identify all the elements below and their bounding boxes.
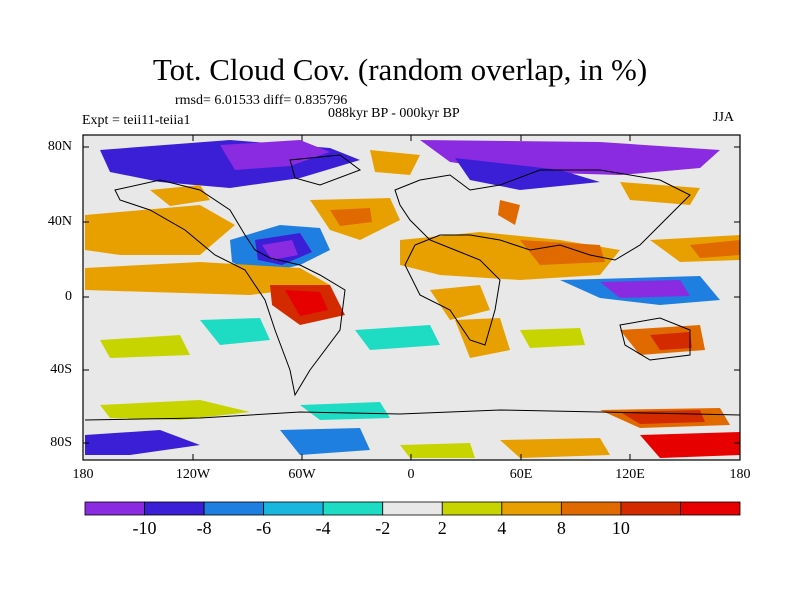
colorbar-swatch [501, 501, 562, 516]
colorbar-label: 4 [497, 518, 507, 538]
colorbar-swatch [84, 501, 145, 516]
map-title: Tot. Cloud Cov. (random overlap, in %) [152, 52, 648, 87]
lat-label-80s: 80S [50, 435, 72, 450]
lon-label-120w: 120W [175, 467, 211, 482]
colorbar-label: 2 [437, 518, 447, 538]
lon-label-180w: 180 [72, 467, 94, 482]
colorbar-label: -8 [196, 518, 212, 538]
lat-label-40s: 40S [50, 362, 72, 377]
colorbar-swatch [144, 501, 205, 516]
lat-label-80n: 80N [47, 139, 72, 154]
colorbar-swatch [620, 501, 681, 516]
colorbar-swatch [382, 501, 443, 516]
colorbar [84, 501, 741, 516]
lat-label-0: 0 [65, 289, 72, 304]
season-label: JJA [713, 110, 735, 125]
colorbar-label: -4 [315, 518, 331, 538]
colorbar-swatch [680, 501, 741, 516]
lat-ticks [83, 146, 740, 444]
colorbar-swatch [560, 501, 622, 516]
colorbar-swatch [263, 501, 324, 516]
lon-label-60w: 60W [288, 467, 316, 482]
colorbar-swatch [203, 501, 265, 516]
colorbar-label: 10 [611, 518, 630, 538]
lon-label-0: 0 [407, 467, 415, 482]
colorbar-swatch [441, 501, 503, 516]
colorbar-swatch [322, 501, 384, 516]
anomaly-field [83, 135, 740, 460]
period-label: 088kyr BP - 000kyr BP [328, 106, 460, 121]
colorbar-label: -10 [132, 518, 157, 538]
experiment-label: Expt = teii11-teiia1 [82, 113, 191, 128]
coastlines [84, 154, 740, 421]
lon-label-60e: 60E [509, 467, 533, 482]
colorbar-label: 8 [556, 518, 566, 538]
stats-line: rmsd= 6.01533 diff= 0.835796 [175, 93, 348, 108]
colorbar-label: -6 [256, 518, 272, 538]
lon-label-180e: 180 [729, 467, 751, 482]
lat-label-40n: 40N [47, 214, 72, 229]
lon-label-120e: 120E [615, 467, 645, 482]
colorbar-label: -2 [375, 518, 391, 538]
lon-ticks [192, 135, 631, 460]
